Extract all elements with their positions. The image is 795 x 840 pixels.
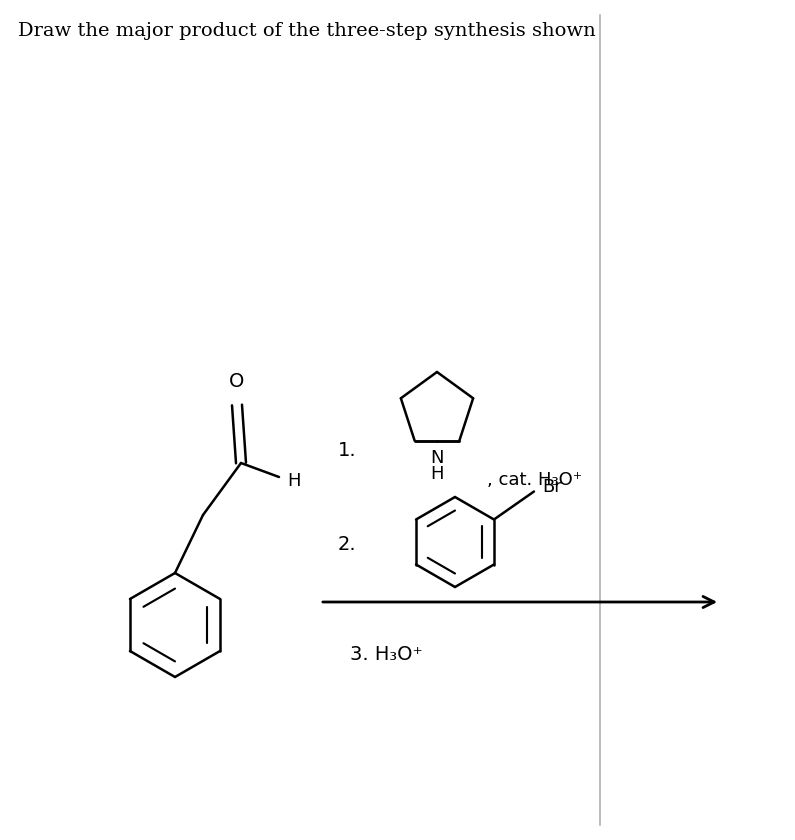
Text: 2.: 2.	[338, 536, 357, 554]
Text: N: N	[430, 449, 444, 467]
Text: O: O	[229, 372, 245, 391]
Text: H: H	[430, 465, 444, 483]
Text: , cat. H₃O⁺: , cat. H₃O⁺	[487, 471, 582, 489]
Text: Draw the major product of the three-step synthesis shown: Draw the major product of the three-step…	[18, 22, 595, 40]
Text: H: H	[287, 472, 301, 490]
Text: 3. H₃O⁺: 3. H₃O⁺	[350, 645, 423, 664]
Text: Br: Br	[542, 479, 562, 496]
Text: 1.: 1.	[338, 440, 357, 459]
